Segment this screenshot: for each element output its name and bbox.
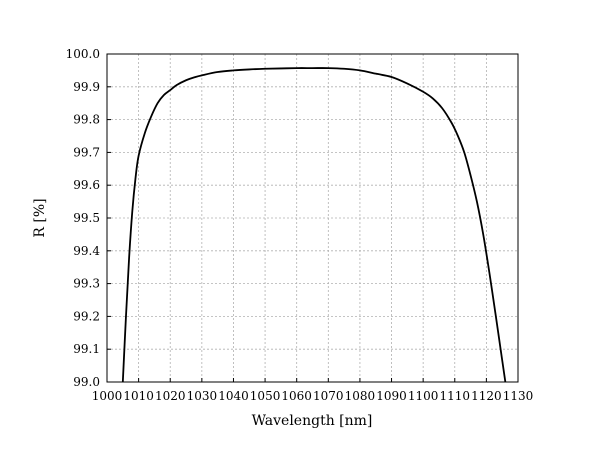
- x-tick-label: 1020: [155, 389, 186, 403]
- y-tick-label: 99.6: [73, 178, 100, 192]
- x-tick-label: 1000: [92, 389, 123, 403]
- x-tick-label: 1090: [376, 389, 407, 403]
- y-tick-label: 99.4: [73, 244, 100, 258]
- y-tick-label: 99.2: [73, 309, 100, 323]
- x-tick-label: 1010: [123, 389, 154, 403]
- x-tick-label: 1080: [345, 389, 376, 403]
- y-tick-label: 99.5: [73, 211, 100, 225]
- x-tick-label: 1050: [250, 389, 281, 403]
- y-tick-label: 99.8: [73, 113, 100, 127]
- grid: [107, 54, 518, 382]
- plot-area: [121, 67, 507, 383]
- x-tick-label: 1060: [281, 389, 312, 403]
- reflectance-series-line: [121, 67, 507, 383]
- y-axis-title: R [%]: [32, 198, 48, 237]
- x-axis: 1000 1010 1020 1030 1040 1050 1060 1070 1080 1090…: [92, 378, 534, 403]
- x-tick-label: 1130: [503, 389, 534, 403]
- y-tick-label: 99.3: [73, 277, 100, 291]
- x-tick-label: 1070: [313, 389, 344, 403]
- x-tick-label: 1100: [408, 389, 439, 403]
- y-tick-label: 99.0: [73, 375, 100, 389]
- y-tick-label: 99.7: [73, 145, 100, 159]
- y-axis: 99.0 99.1 99.2 99.3 99.4 99.5 99.6 99.7 99.8 99.9…: [66, 47, 111, 389]
- x-tick-label: 1040: [218, 389, 249, 403]
- x-axis-title: Wavelength [nm]: [252, 413, 373, 429]
- x-tick-label: 1110: [439, 389, 470, 403]
- y-tick-label: 99.1: [73, 342, 100, 356]
- y-tick-label: 99.9: [73, 80, 100, 94]
- x-tick-label: 1120: [471, 389, 502, 403]
- x-tick-label: 1030: [187, 389, 218, 403]
- y-tick-label: 100.0: [66, 47, 100, 61]
